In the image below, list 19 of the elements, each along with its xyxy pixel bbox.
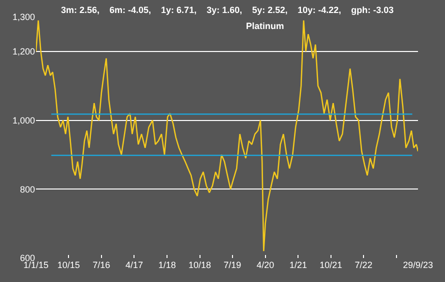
y-tick-label: 800 [20, 184, 35, 194]
x-tick-label: 1/18 [158, 260, 176, 270]
x-tick-label: 7/22 [354, 260, 372, 270]
y-tick-label: 1,300 [12, 12, 35, 22]
x-tick-label: 1/1/15 [23, 260, 49, 270]
x-tick-label: 10/15 [57, 260, 80, 270]
x-tick-label: 29/9/23 [402, 260, 434, 270]
x-tick-label: 7/19 [224, 260, 242, 270]
x-tick-label: 4/20 [256, 260, 274, 270]
x-tick-label: 10/21 [320, 260, 342, 270]
x-tick-label: 7/16 [92, 260, 110, 270]
chart-subtitle: 3m: 2.56, 6m: -4.05, 1y: 6.71, 3y: 1.60, 5y: 2.52, 10y: -4.22, gph: -3.03 [61, 5, 394, 15]
line-series [36, 20, 418, 252]
y-tick-label: 1,200 [12, 46, 35, 57]
y-tick-label: 1,000 [12, 115, 35, 126]
x-tick-label: 1/21 [289, 260, 308, 270]
x-tick-label: 10/18 [188, 260, 212, 270]
x-tick-label: 4/17 [125, 260, 143, 270]
chart-title: Platinum [246, 21, 284, 31]
